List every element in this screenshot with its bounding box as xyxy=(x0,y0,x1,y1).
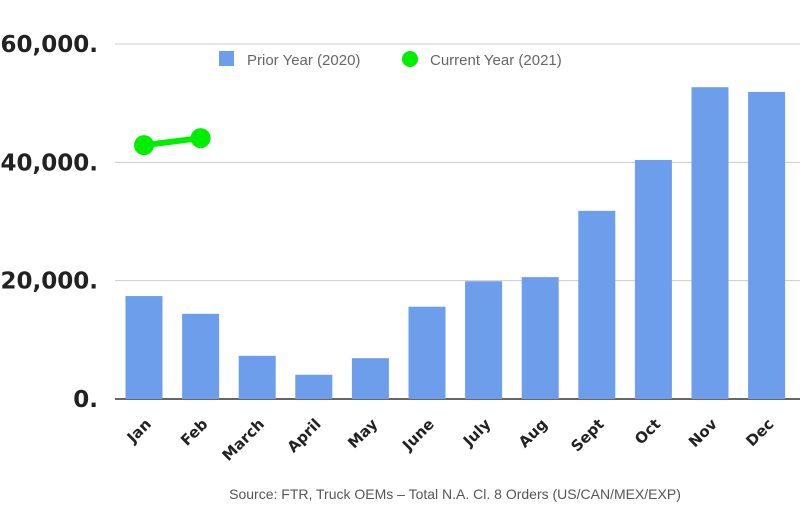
y-tick-label: 60,000. xyxy=(1,32,99,58)
x-tick-label: March xyxy=(219,415,269,465)
bar-sept xyxy=(578,210,616,399)
bar-feb xyxy=(182,313,220,399)
x-tick-label: Feb xyxy=(177,415,212,450)
bar-june xyxy=(408,306,446,399)
legend-label-prior-year: Prior Year (2020) xyxy=(247,52,360,69)
current-year-point-feb xyxy=(190,128,211,149)
x-tick-label: May xyxy=(344,415,381,452)
bar-april xyxy=(295,374,333,399)
y-tick-label: 40,000. xyxy=(1,150,99,176)
bar-march xyxy=(238,355,276,399)
current-year-point-jan xyxy=(134,135,154,156)
legend-swatch-prior-year xyxy=(219,51,234,66)
legend: Prior Year (2020) Current Year (2021) xyxy=(219,51,562,69)
bar-may xyxy=(351,358,389,399)
x-tick-label: July xyxy=(459,415,495,451)
x-tick-label: April xyxy=(284,415,325,456)
bar-nov xyxy=(691,87,729,400)
x-tick-label: Aug xyxy=(515,415,551,451)
bar-aug xyxy=(521,277,559,399)
x-tick-label: Dec xyxy=(742,415,777,450)
bar-oct xyxy=(634,159,672,399)
chart-source: Source: FTR, Truck OEMs – Total N.A. Cl.… xyxy=(229,486,681,502)
y-tick-label: 0. xyxy=(73,387,98,413)
bar-jan xyxy=(125,296,163,399)
x-tick-label: June xyxy=(398,415,438,455)
x-tick-label: Nov xyxy=(685,415,721,451)
bar-july xyxy=(465,281,503,399)
bar-dec xyxy=(748,91,786,400)
x-tick-label: Jan xyxy=(123,415,155,447)
x-tick-label: Sept xyxy=(567,415,607,455)
x-tick-label: Oct xyxy=(631,415,664,448)
legend-swatch-current-year xyxy=(402,51,418,67)
legend-label-current-year: Current Year (2021) xyxy=(430,52,562,69)
y-tick-label: 20,000. xyxy=(1,269,99,295)
